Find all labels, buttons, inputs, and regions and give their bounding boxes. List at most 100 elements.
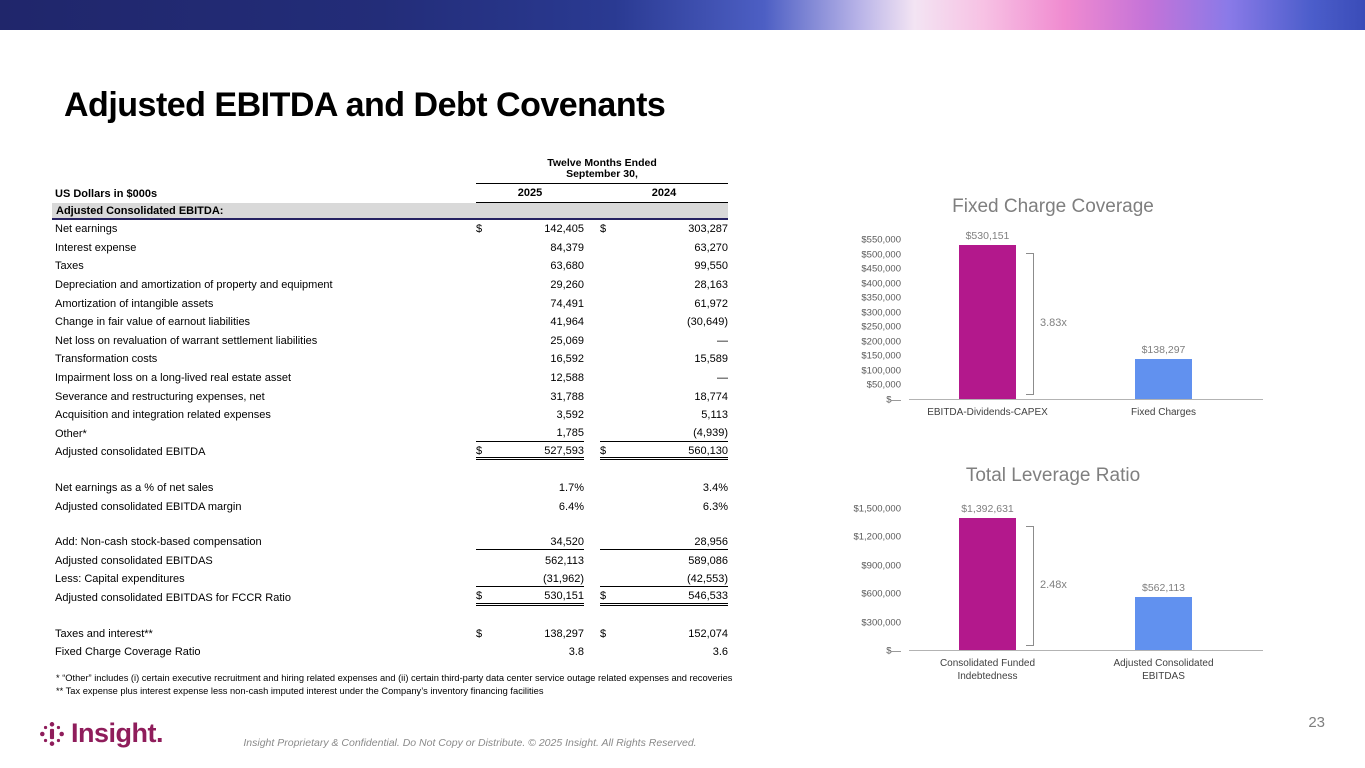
value-group-2024: 28,163: [600, 277, 728, 293]
column-header-2024: 2024: [651, 187, 677, 199]
table-row: Net earnings $142,405 $303,287: [52, 220, 728, 239]
value-2025: 530,151: [544, 590, 584, 603]
value-2024: 560,130: [688, 444, 728, 457]
value-group-2024: 5,113: [600, 407, 728, 423]
chart-0: Fixed Charge Coverage $550,000 $500,000 $45…: [843, 196, 1263, 439]
currency-symbol-2025: $: [476, 590, 483, 603]
table-row: Adjusted consolidated EBITDA margin 6.4% 6…: [52, 497, 728, 516]
table-row: Other* 1,785 (4,939): [52, 425, 728, 444]
value-group-2025: (31,962): [476, 571, 584, 588]
value-2025: 31,788: [550, 390, 584, 403]
value-group-2024: —: [600, 370, 728, 386]
value-group-2024: 99,550: [600, 258, 728, 274]
bar-primary: [959, 518, 1016, 650]
value-2024: (4,939): [693, 427, 728, 440]
table-row: Amortization of intangible assets 74,491 6…: [52, 294, 728, 313]
value-group-2025: $138,297: [476, 626, 584, 642]
ratio-label: 3.83x: [1040, 316, 1067, 329]
row-label: Add: Non-cash stock-based compensation: [55, 536, 262, 549]
value-2024: 589,086: [688, 554, 728, 567]
row-label: Other*: [55, 427, 87, 440]
x-axis-category-label: Adjusted Consolidated EBITDAS: [1089, 658, 1239, 683]
chart-1: Total Leverage Ratio $1,500,000 $1,200,000…: [843, 465, 1263, 690]
value-2024: 152,074: [688, 627, 728, 640]
value-group-2024: 3.6: [600, 644, 728, 660]
currency-symbol-2024: $: [600, 444, 607, 457]
row-label: Amortization of intangible assets: [55, 297, 214, 310]
value-group-2025: 31,788: [476, 389, 584, 405]
chart-title: Fixed Charge Coverage: [952, 196, 1154, 217]
bar-primary: [959, 244, 1016, 399]
x-axis: Consolidated Funded Indebtedness Adjusted …: [909, 658, 1263, 690]
value-group-2024: 61,972: [600, 296, 728, 312]
table-row: Taxes and interest** $138,297 $152,074: [52, 624, 728, 643]
y-axis-tick-label: $1,500,000: [853, 503, 901, 515]
y-axis-tick-label: $1,200,000: [853, 531, 901, 543]
y-axis-tick-label: $350,000: [861, 292, 901, 304]
row-label: Fixed Charge Coverage Ratio: [55, 646, 201, 659]
y-axis-tick-label: $100,000: [861, 365, 901, 377]
footnote-taxes: ** Tax expense plus interest expense les…: [56, 686, 544, 697]
value-group-2025: 41,964: [476, 314, 584, 330]
chart-plot-area: $530,151 $138,297 3.83x: [909, 230, 1263, 400]
value-group-2025: 63,680: [476, 258, 584, 274]
chart-plot-row: $550,000 $500,000 $450,000 $400,000 $350,000…: [843, 230, 1263, 406]
x-axis-category-label: EBITDA-Dividends-CAPEX: [913, 407, 1063, 420]
y-axis-tick-label: $200,000: [861, 336, 901, 348]
value-group-2024: $152,074: [600, 626, 728, 642]
y-axis: $1,500,000 $1,200,000 $900,000 $600,000 $300…: [843, 504, 909, 657]
insight-logo: Insight.: [38, 718, 164, 749]
y-axis-tick-label: $250,000: [861, 321, 901, 333]
value-group-2024: $303,287: [600, 221, 728, 237]
ratio-bracket: [1026, 526, 1034, 646]
value-group-2025: 3.8: [476, 644, 584, 660]
value-2024: 28,163: [694, 279, 728, 292]
table-row: Acquisition and integration related expe…: [52, 406, 728, 425]
table-row: Change in fair value of earnout liabilit…: [52, 313, 728, 332]
row-label: Depreciation and amortization of propert…: [55, 279, 333, 292]
chart-plot-row: $1,500,000 $1,200,000 $900,000 $600,000 $300…: [843, 503, 1263, 657]
table-row: Impairment loss on a long-lived real est…: [52, 369, 728, 388]
period-header-line2: September 30,: [566, 168, 638, 180]
axis-label-line: Adjusted Consolidated: [1113, 658, 1214, 669]
y-axis-tick-label: $300,000: [861, 617, 901, 629]
row-label: Adjusted consolidated EBITDA margin: [55, 500, 242, 513]
x-axis: EBITDA-Dividends-CAPEX Fixed Charges: [909, 407, 1263, 439]
row-label: Interest expense: [55, 241, 137, 254]
value-group-2025: 1.7%: [476, 480, 584, 496]
row-label: Adjusted consolidated EBITDAS for FCCR R…: [55, 591, 291, 604]
row-label: Impairment loss on a long-lived real est…: [55, 372, 292, 385]
axis-label-line: Consolidated Funded: [939, 658, 1036, 669]
row-label: Net loss on revaluation of warrant settl…: [55, 334, 318, 347]
table-spacer-row: [52, 516, 728, 533]
ratio-label: 2.48x: [1040, 579, 1067, 592]
charts-panel: Fixed Charge Coverage $550,000 $500,000 $45…: [843, 196, 1263, 690]
page-number: 23: [1308, 714, 1325, 731]
table-row: Adjusted consolidated EBITDAS for FCCR R…: [52, 589, 728, 608]
value-group-2024: 3.4%: [600, 480, 728, 496]
value-group-2025: $527,593: [476, 444, 584, 461]
value-group-2024: 6.3%: [600, 499, 728, 515]
value-2025: 138,297: [544, 627, 584, 640]
value-group-2024: 28,956: [600, 534, 728, 551]
table-row: Severance and restructuring expenses, ne…: [52, 387, 728, 406]
value-2024: 3.4%: [702, 482, 728, 495]
row-label: Taxes and interest**: [55, 627, 153, 640]
value-2025: 16,592: [550, 353, 584, 366]
value-group-2025: 562,113: [476, 553, 584, 569]
table-spacer-row: [52, 462, 728, 479]
units-label: US Dollars in $000s: [55, 188, 158, 200]
value-2025: 34,520: [550, 535, 584, 548]
value-2025: 25,069: [550, 334, 584, 347]
chart-plot-area: $1,392,631 $562,113 2.48x: [909, 503, 1263, 651]
value-2025: 29,260: [550, 279, 584, 292]
axis-label-line: EBITDAS: [1142, 670, 1185, 682]
table-row: Less: Capital expenditures (31,962) (42,55…: [52, 570, 728, 589]
value-group-2025: 29,260: [476, 277, 584, 293]
y-axis-tick-label: $400,000: [861, 278, 901, 290]
value-2025: 3.8: [568, 646, 584, 659]
value-group-2024: 18,774: [600, 389, 728, 405]
row-label: Adjusted consolidated EBITDA: [55, 446, 206, 459]
table-rows: Adjusted Consolidated EBITDA: Net earning…: [52, 203, 728, 661]
row-label: Change in fair value of earnout liabilit…: [55, 316, 251, 329]
